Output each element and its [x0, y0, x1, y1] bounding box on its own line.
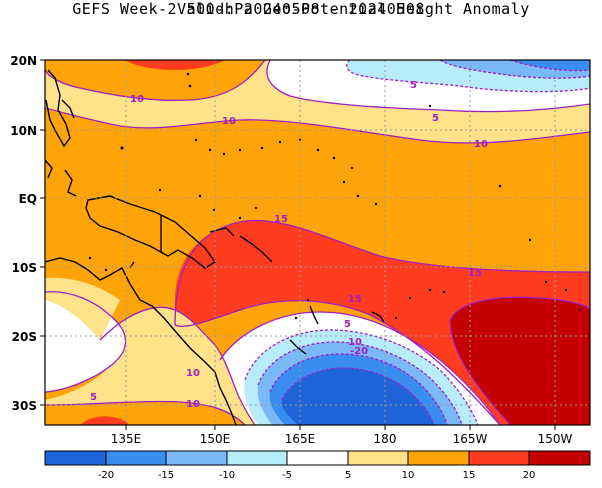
fill-10-15-northwest: [45, 60, 265, 101]
colorbar-swatch: [45, 451, 106, 465]
gridlines: [45, 60, 590, 425]
contour-label: 5: [432, 113, 439, 124]
coast-solomon: [239, 235, 273, 263]
chart-title-line1: GEFS Week-2 500-hPa Geo-Potential Height…: [72, 0, 530, 18]
contour-5-south: [219, 311, 501, 425]
contour-neg10-north: [439, 60, 590, 79]
colorbar: -20 -15 -10 -5 5 10 15 20: [44, 450, 591, 481]
contour-10-southwest: [99, 306, 256, 425]
lon-label-165w: 165W: [453, 432, 488, 446]
contour-neg5-south: [244, 329, 479, 425]
coast-borneo: [45, 159, 53, 179]
contour-label: 10: [348, 337, 362, 348]
contour-5-north: [266, 60, 590, 113]
colorbar-swatch: [348, 451, 408, 465]
colorbar-label: 15: [463, 470, 476, 481]
coast-philippines-2: [61, 99, 75, 119]
colorbar-label: 10: [402, 470, 415, 481]
lon-label-150w: 150W: [538, 432, 573, 446]
contour-label: 5: [90, 392, 97, 403]
contour-label: 10: [130, 94, 144, 105]
colorbar-swatch: [166, 451, 227, 465]
contour-15-south: [174, 219, 590, 326]
fill-neg15-north: [510, 60, 590, 71]
lat-ticks: [40, 59, 45, 406]
contours: [45, 60, 590, 425]
lon-label-180: 180: [374, 432, 397, 446]
chart-title-line2: Valid: 20240508 - 20240508: [177, 0, 425, 18]
colorbar-swatch: [469, 451, 529, 465]
coast-vanuatu: [309, 305, 319, 325]
lat-label-20s: 20S: [12, 330, 37, 344]
contour-label: 5: [410, 80, 417, 91]
contour-label: 5: [344, 319, 351, 330]
colorbar-swatch: [106, 451, 166, 465]
contour-label: 10: [474, 139, 488, 150]
colorbar-label: -5: [282, 470, 292, 481]
lat-label-30s: 30S: [12, 399, 37, 413]
fill-5-10-southwest: [45, 307, 255, 425]
colorbar-swatch: [408, 451, 469, 465]
contour-label: 15: [348, 294, 362, 305]
lat-label-eq: EQ: [19, 192, 37, 206]
fill-gt20-southeast: [450, 297, 590, 425]
contour-neg5-north: [346, 60, 590, 93]
contour-neg15-south: [269, 353, 448, 425]
contour-5-west: [45, 291, 127, 393]
colorbar-swatch: [529, 451, 590, 465]
colorbar-swatch: [287, 451, 348, 465]
contour-neg10-south: [257, 341, 463, 425]
contour-label: 10: [186, 399, 200, 410]
contour-label: 10: [222, 116, 236, 127]
coast-new-guinea: [85, 195, 217, 269]
contour-neg20-south: [281, 367, 435, 425]
coast-fiji: [371, 311, 385, 323]
contour-label: -20: [350, 346, 368, 357]
fill-15-20-northwest: [125, 60, 225, 70]
contour-neg15-north: [509, 60, 590, 72]
lat-label-10n: 10N: [10, 124, 37, 138]
colorbar-swatch: [227, 451, 287, 465]
islands: [88, 72, 582, 320]
contour-20-southeast-lower: [449, 319, 511, 425]
map-area: 10 10 5 5 10 15 15 15 5 10 -20 10 5 10: [45, 60, 590, 425]
contour-label: 15: [274, 214, 288, 225]
colorbar-label: -15: [158, 470, 174, 481]
contour-10-northwest: [45, 60, 266, 101]
contour-15-lower: [174, 300, 501, 425]
contour-label: 15: [468, 268, 482, 279]
contour-10-bottom: [45, 400, 246, 425]
colorbar-label: -10: [219, 470, 235, 481]
lon-label-165e: 165E: [285, 432, 316, 446]
colorbar-label: 20: [523, 470, 536, 481]
contour-label: 10: [186, 368, 200, 379]
coast-new-caledonia: [289, 339, 307, 355]
lat-label-10s: 10S: [12, 261, 37, 275]
lon-label-150e: 150E: [200, 432, 231, 446]
coast-philippines: [45, 69, 71, 148]
lat-label-20n: 20N: [10, 54, 37, 68]
lon-label-135e: 135E: [111, 432, 142, 446]
coast-australia-east: [45, 257, 237, 425]
colorbar-label: -20: [98, 470, 114, 481]
colorbar-label: 5: [345, 470, 351, 481]
lon-ticks: [125, 425, 556, 430]
contour-20-southeast: [449, 296, 590, 321]
fill-15-20-bottom-left: [80, 416, 130, 425]
coast-sulawesi: [64, 169, 77, 197]
contour-10-north: [45, 107, 590, 144]
map-frame: [44, 59, 591, 426]
